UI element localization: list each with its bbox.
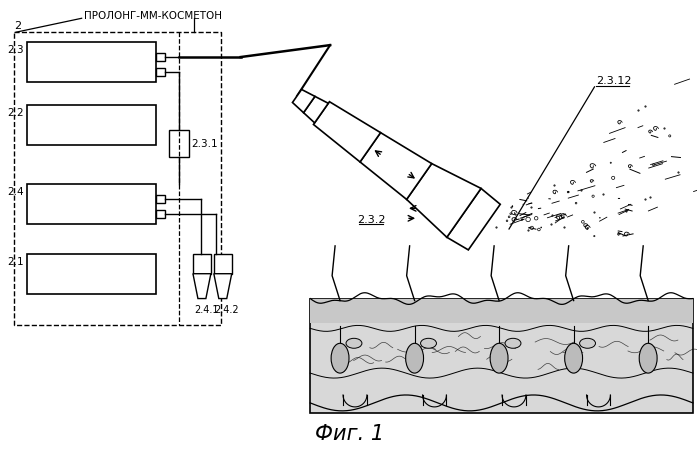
Text: 2.3.2: 2.3.2	[357, 215, 385, 225]
Polygon shape	[360, 133, 432, 200]
Ellipse shape	[505, 339, 521, 349]
Bar	[27, 43, 156, 83]
Circle shape	[508, 217, 510, 218]
Ellipse shape	[490, 344, 508, 373]
Bar	[14, 33, 221, 326]
Text: 2.2: 2.2	[8, 107, 24, 117]
Text: 2.4.2: 2.4.2	[214, 304, 238, 314]
Bar	[156, 211, 165, 218]
Circle shape	[531, 227, 533, 230]
Bar	[156, 196, 165, 204]
Bar	[214, 254, 232, 274]
Polygon shape	[407, 164, 481, 238]
Circle shape	[538, 229, 540, 231]
Bar	[310, 299, 693, 324]
Ellipse shape	[346, 339, 362, 349]
Text: 2.4.1: 2.4.1	[194, 304, 219, 314]
Circle shape	[653, 165, 654, 167]
Circle shape	[575, 203, 577, 204]
Circle shape	[510, 213, 512, 215]
Bar	[27, 106, 156, 145]
Bar	[156, 54, 165, 62]
Polygon shape	[193, 274, 211, 299]
Polygon shape	[313, 102, 380, 162]
Text: 2.3.12: 2.3.12	[596, 76, 632, 86]
Polygon shape	[292, 90, 315, 113]
Circle shape	[535, 217, 538, 221]
Text: 2.3: 2.3	[8, 45, 24, 55]
Ellipse shape	[405, 344, 424, 373]
Text: 2.4: 2.4	[8, 187, 24, 197]
Circle shape	[612, 177, 614, 180]
Polygon shape	[214, 274, 232, 299]
Ellipse shape	[565, 344, 582, 373]
Bar	[156, 69, 165, 77]
Bar	[169, 130, 189, 158]
Ellipse shape	[331, 344, 349, 373]
Text: 2: 2	[14, 21, 21, 31]
Circle shape	[526, 217, 531, 222]
Circle shape	[506, 221, 508, 222]
Bar	[310, 299, 693, 413]
Ellipse shape	[421, 339, 436, 349]
Text: Фиг. 1: Фиг. 1	[315, 423, 384, 443]
Bar	[27, 254, 156, 294]
Circle shape	[582, 221, 584, 224]
Text: 2.1: 2.1	[8, 256, 24, 266]
Circle shape	[610, 163, 612, 164]
Text: ПРОЛОНГ-ММ-КОСМЕТОН: ПРОЛОНГ-ММ-КОСМЕТОН	[84, 11, 222, 21]
Polygon shape	[447, 189, 500, 250]
Text: 2.3.1: 2.3.1	[191, 138, 217, 148]
Bar	[27, 185, 156, 224]
Ellipse shape	[579, 339, 596, 349]
Circle shape	[593, 236, 595, 237]
Polygon shape	[303, 97, 329, 124]
Ellipse shape	[639, 344, 657, 373]
Circle shape	[592, 196, 594, 198]
Bar	[193, 254, 211, 274]
Circle shape	[669, 136, 671, 138]
